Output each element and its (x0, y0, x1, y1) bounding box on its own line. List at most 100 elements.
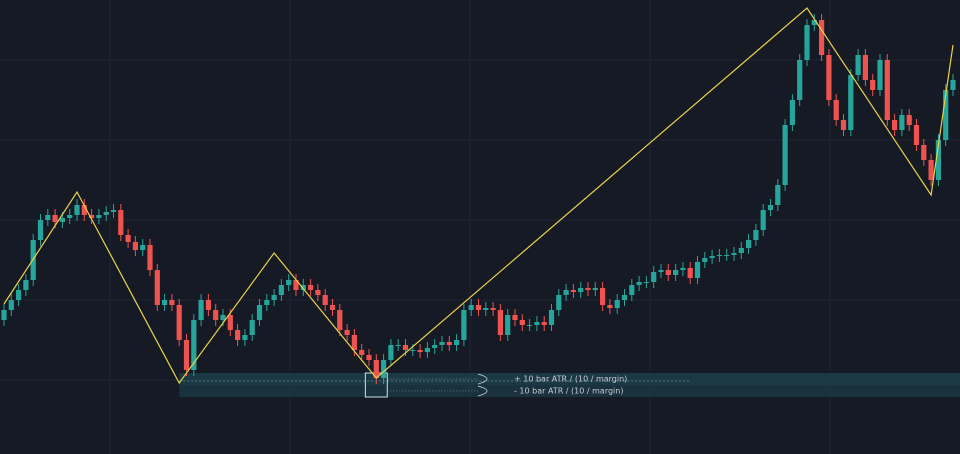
zone-label: - 10 bar ATR / (10 / margin) (514, 387, 623, 396)
candle-body (892, 120, 898, 130)
candle-body (432, 345, 438, 348)
candle-body (140, 245, 146, 250)
candle-body (716, 255, 722, 256)
candle-body (410, 350, 416, 351)
candle-body (220, 315, 226, 320)
candle-body (468, 305, 474, 310)
candle-body (804, 25, 810, 60)
candle-body (322, 295, 328, 305)
candle-body (23, 280, 29, 290)
candle-body (132, 242, 138, 250)
candle-body (162, 300, 168, 305)
candle-body (731, 253, 737, 255)
candle-body (286, 280, 292, 285)
candle-body (636, 282, 642, 285)
candle-body (694, 262, 701, 278)
candle-body (797, 60, 803, 100)
candle-body (74, 205, 80, 215)
candle-body (183, 340, 190, 370)
candle-body (534, 322, 540, 325)
candle-body (585, 288, 591, 290)
candle-body (607, 305, 613, 308)
candle-body (746, 240, 752, 248)
candle-body (519, 320, 525, 325)
candle-body (235, 330, 241, 340)
candle-body (169, 300, 175, 305)
candle-body (578, 288, 584, 292)
candle-body (840, 120, 847, 130)
candle-body (921, 145, 927, 160)
candle-body (67, 215, 73, 218)
candle-body (475, 305, 482, 310)
candle-body (913, 125, 920, 145)
candle-body (147, 245, 153, 270)
candle-body (242, 335, 248, 340)
candle-body (8, 300, 14, 310)
candle-body (154, 270, 160, 305)
candle-body (483, 308, 489, 310)
candle-body (709, 256, 715, 258)
candle-body (563, 290, 569, 295)
candle-body (651, 272, 657, 282)
candle-body (300, 285, 306, 290)
candle-body (89, 215, 95, 218)
candle-body (96, 215, 102, 218)
candle-body (862, 55, 868, 80)
candle-body (884, 60, 890, 120)
candle-body (724, 255, 730, 256)
candle-body (271, 295, 277, 300)
candle-body (512, 315, 518, 320)
candle-body (680, 268, 686, 270)
candle-body (935, 140, 941, 180)
candle-body (351, 335, 357, 350)
candle-body (665, 270, 671, 275)
candle-body (198, 300, 204, 320)
candle-body (673, 270, 679, 275)
candle-body (870, 80, 876, 90)
candle-body (256, 305, 263, 320)
candle-body (37, 220, 44, 240)
candle-body (446, 342, 452, 345)
candle-body (278, 285, 284, 295)
candle-body (293, 280, 299, 290)
candle-body (629, 285, 635, 295)
candle-body (775, 185, 781, 205)
candle-body (191, 320, 197, 370)
candle-body (541, 322, 547, 325)
candle-body (527, 325, 533, 326)
candle-body (833, 100, 839, 120)
candle-body (52, 215, 58, 222)
candle-body (315, 290, 321, 295)
candle-body (928, 160, 934, 180)
candle-body (789, 100, 795, 125)
candle-body (643, 282, 649, 283)
candle-body (548, 310, 555, 325)
candle-body (439, 342, 445, 345)
candle-body (811, 20, 817, 25)
candle-body (381, 360, 387, 378)
candle-body (505, 315, 511, 335)
candle-body (738, 248, 744, 253)
candle-body (388, 345, 394, 360)
candle-body (497, 310, 503, 335)
candle-body (16, 290, 22, 300)
candle-body (687, 268, 693, 278)
candle-body (344, 330, 350, 335)
candle-body (556, 295, 562, 310)
candle-body (906, 115, 912, 125)
candle-body (329, 305, 336, 310)
candle-body (570, 290, 576, 292)
zone-arrow (477, 373, 488, 385)
zone-arrow (477, 385, 488, 397)
candle-body (308, 285, 314, 290)
candle-body (359, 350, 365, 355)
candle-body (782, 125, 788, 185)
candle-body (877, 60, 883, 90)
candle-body (205, 300, 211, 310)
candle-body (366, 355, 372, 360)
candle-body (753, 230, 759, 240)
candle-body (45, 215, 51, 220)
candle-body (176, 305, 182, 340)
